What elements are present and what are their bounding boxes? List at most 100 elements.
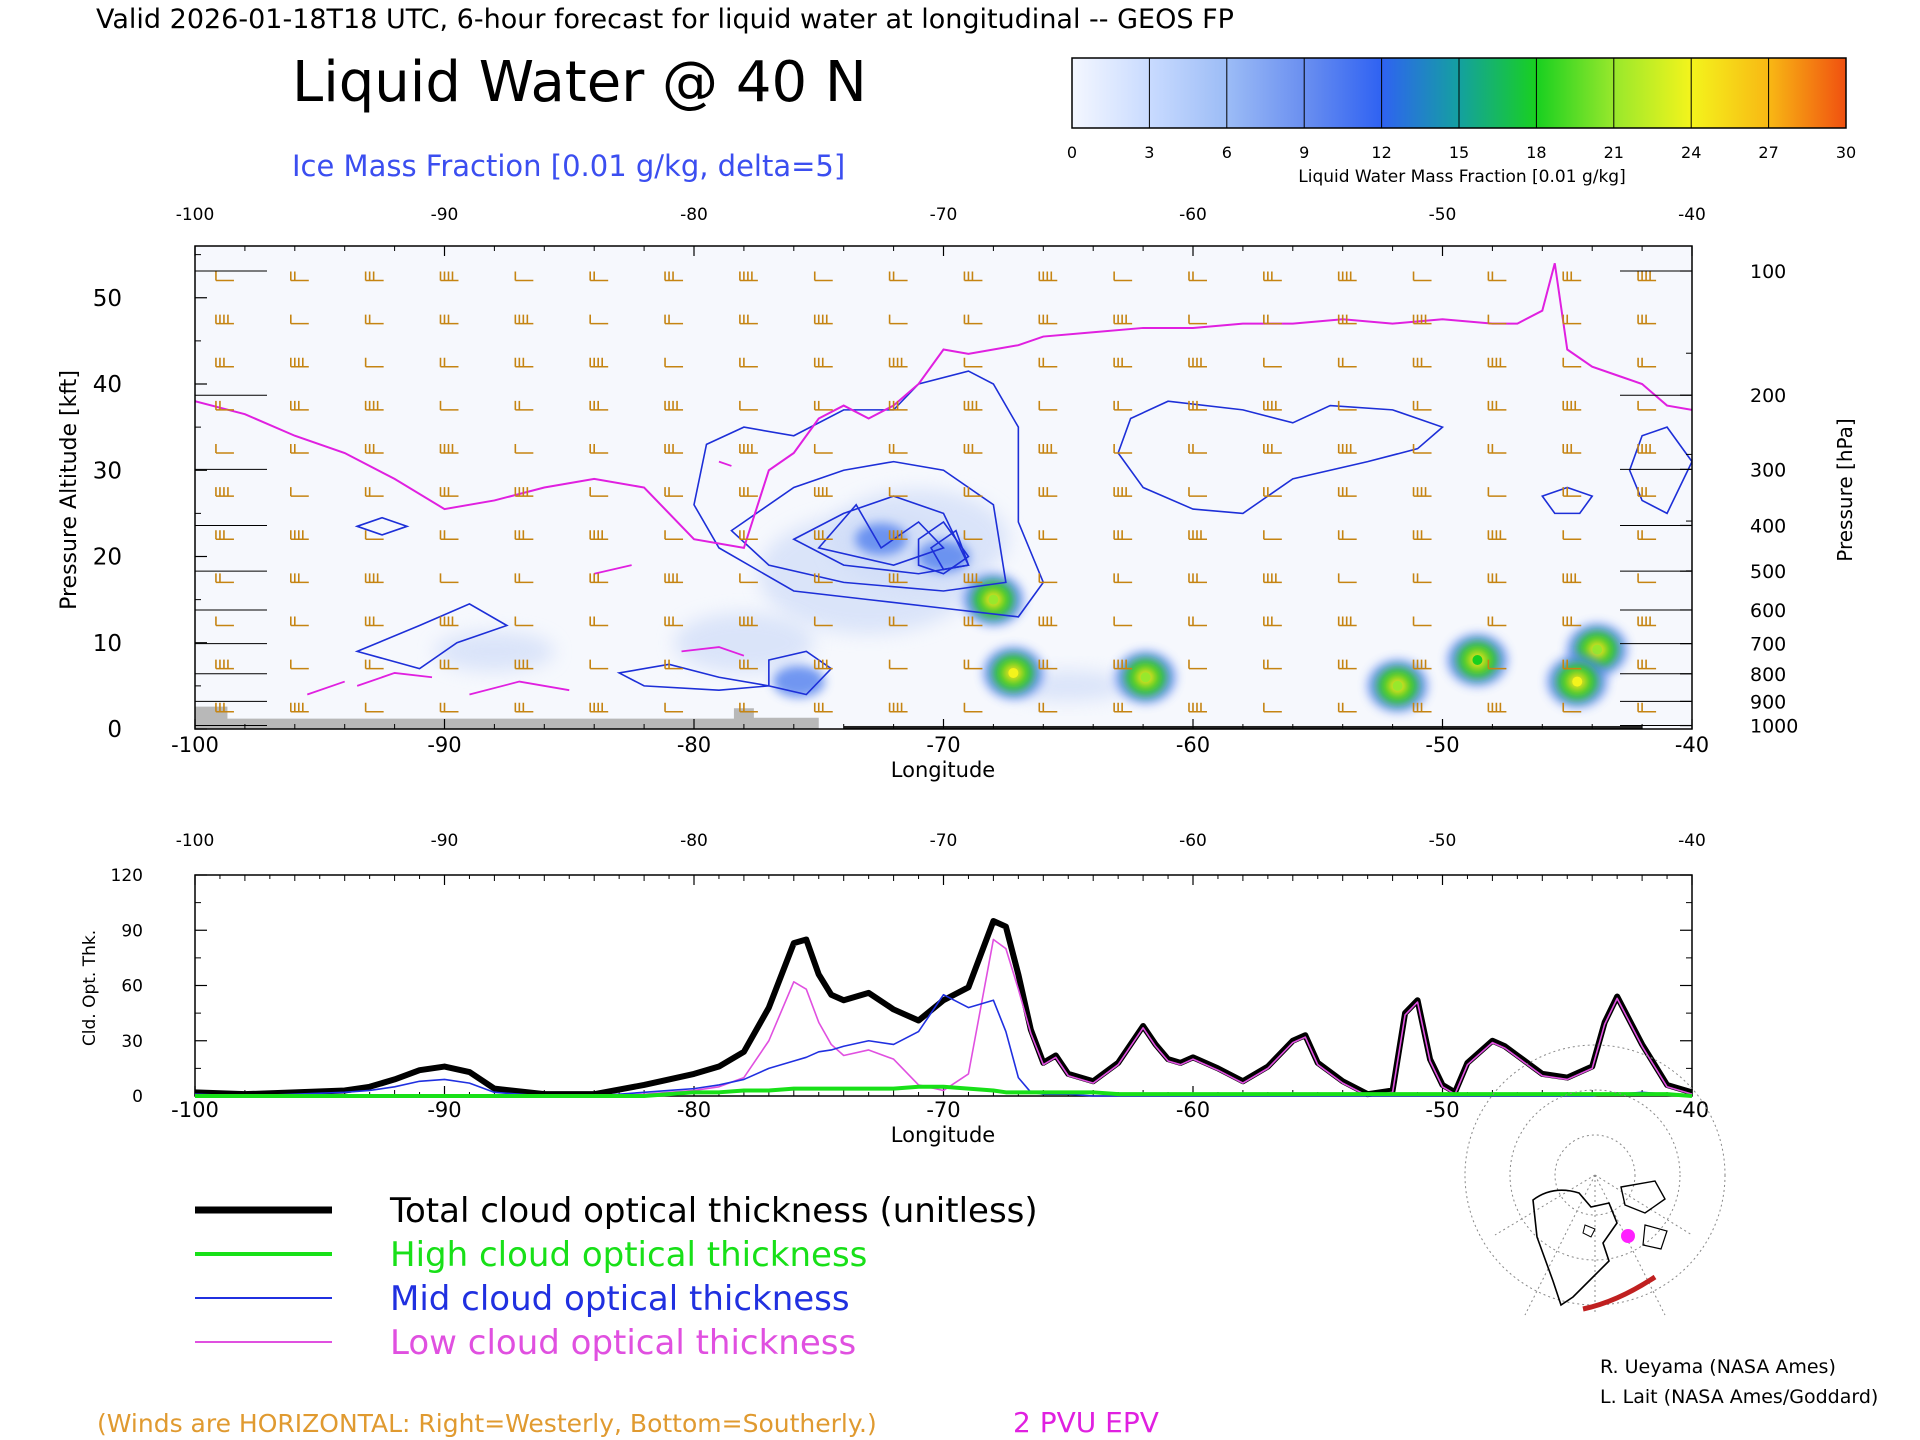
wind-barb — [439, 530, 459, 541]
pv-fragment — [681, 646, 745, 657]
wind-barb — [289, 271, 309, 282]
x-tick-label: -50 — [1425, 1098, 1459, 1122]
wind-barb — [813, 444, 833, 454]
y-tick-label: 30 — [93, 458, 122, 484]
wind-barb — [364, 530, 384, 541]
wind-barb — [1487, 573, 1507, 584]
x-tick-label: -80 — [677, 1098, 711, 1122]
wind-barb — [888, 530, 908, 541]
wind-barb — [1337, 271, 1357, 282]
wind-barb — [1412, 271, 1432, 282]
wind-barb — [215, 616, 234, 627]
wind-barb — [739, 357, 758, 368]
pv-fragment — [306, 680, 345, 696]
colorbar-label: Liquid Water Mass Fraction [0.01 g/kg] — [1298, 167, 1625, 187]
pressure-tick-label: 1000 — [1750, 716, 1798, 738]
wind-barb — [664, 659, 684, 670]
wind-barb — [1487, 314, 1507, 325]
pressure-tick-label: 700 — [1750, 634, 1786, 656]
x-tick-label-top: -60 — [1179, 205, 1207, 225]
wind-barb — [1412, 357, 1432, 368]
wind-barb — [739, 659, 758, 670]
ice-contour — [917, 520, 970, 575]
wind-barb — [364, 702, 384, 713]
wind-barb — [1038, 444, 1058, 454]
wind-barb — [1637, 573, 1657, 584]
pv-fragment — [718, 460, 732, 467]
wind-barb — [215, 357, 234, 368]
wind-barb — [1562, 616, 1582, 627]
wind-barb — [963, 530, 983, 541]
wind-barb — [888, 357, 908, 368]
wind-barb — [289, 400, 309, 411]
wind-barb — [1113, 314, 1133, 325]
wind-barb — [1412, 702, 1432, 713]
wind-barb — [1337, 444, 1357, 454]
wind-barb — [813, 530, 833, 541]
wind-barb — [289, 487, 309, 497]
wind-barb — [1038, 487, 1058, 497]
pv-fragment — [356, 672, 433, 687]
wind-barb — [963, 357, 983, 368]
wind-barb — [664, 444, 684, 454]
colorbar: 0 3 6 9 12 15 18 21 24 27 30 — [1067, 57, 1856, 162]
transect-line — [1582, 1274, 1657, 1312]
y-tick-label: 90 — [121, 921, 143, 941]
wind-barb — [1487, 659, 1507, 670]
wind-barb — [963, 314, 983, 325]
wind-barb — [215, 659, 234, 670]
ice-contour — [817, 503, 945, 566]
colorbar-tick-label: 3 — [1144, 143, 1154, 162]
wind-barb — [589, 314, 609, 325]
location-marker — [1621, 1229, 1635, 1243]
y-tick-label: 20 — [93, 545, 122, 571]
wind-barb — [963, 573, 983, 584]
wind-barb — [813, 702, 833, 713]
x-tick-label-top: -90 — [431, 205, 459, 225]
wind-barb — [664, 314, 684, 325]
x-tick-label: -80 — [677, 733, 711, 757]
colorbar-tick-label: 0 — [1067, 143, 1077, 162]
x-tick-label: -60 — [1176, 733, 1210, 757]
optical-thickness-panel: -100 -100 -90 -90 -80 -80 -70 -70 -60 -60 -50 -50 -4… — [80, 831, 1709, 1147]
wind-barb — [364, 271, 384, 282]
y-tick-label: 60 — [121, 977, 143, 997]
y-tick-label: 40 — [93, 372, 122, 398]
x-tick-label-top: -60 — [1179, 831, 1207, 851]
wind-barb — [1487, 357, 1507, 368]
colorbar-tick-label: 12 — [1371, 143, 1391, 162]
wind-barb — [514, 271, 534, 282]
wind-barb — [289, 444, 309, 454]
valid-line: Valid 2026-01-18T18 UTC, 6-hour forecast… — [96, 4, 1234, 35]
wind-barb — [963, 487, 983, 497]
wind-barb — [514, 616, 534, 627]
ice-contour — [929, 529, 970, 571]
wind-barb — [289, 314, 309, 325]
wind-barb — [1038, 314, 1058, 325]
wind-barb — [963, 702, 983, 713]
wind-barb — [1188, 357, 1207, 368]
wind-barb — [1038, 659, 1058, 670]
wind-barb — [1113, 702, 1133, 713]
wind-barb — [739, 530, 758, 541]
wind-barb — [1188, 487, 1207, 497]
wind-barb — [888, 487, 908, 497]
wind-barb — [1337, 659, 1357, 670]
wind-barb — [1337, 314, 1357, 325]
wind-barb — [1113, 659, 1133, 670]
wind-barb — [888, 659, 908, 670]
optical-thickness-lines — [194, 918, 1693, 1098]
wind-barb — [589, 530, 609, 541]
wind-barb — [1038, 357, 1058, 368]
ice-haze — [434, 631, 555, 672]
legend-label: High cloud optical thickness — [390, 1235, 867, 1275]
wind-barb — [514, 314, 534, 325]
wind-barb — [1188, 271, 1207, 282]
wind-barb — [589, 271, 609, 282]
wind-barb — [963, 271, 983, 282]
y-tick-label: 10 — [93, 631, 122, 657]
wind-barb — [289, 702, 309, 713]
wind-barb — [514, 400, 534, 411]
ice-contour — [693, 370, 1045, 618]
